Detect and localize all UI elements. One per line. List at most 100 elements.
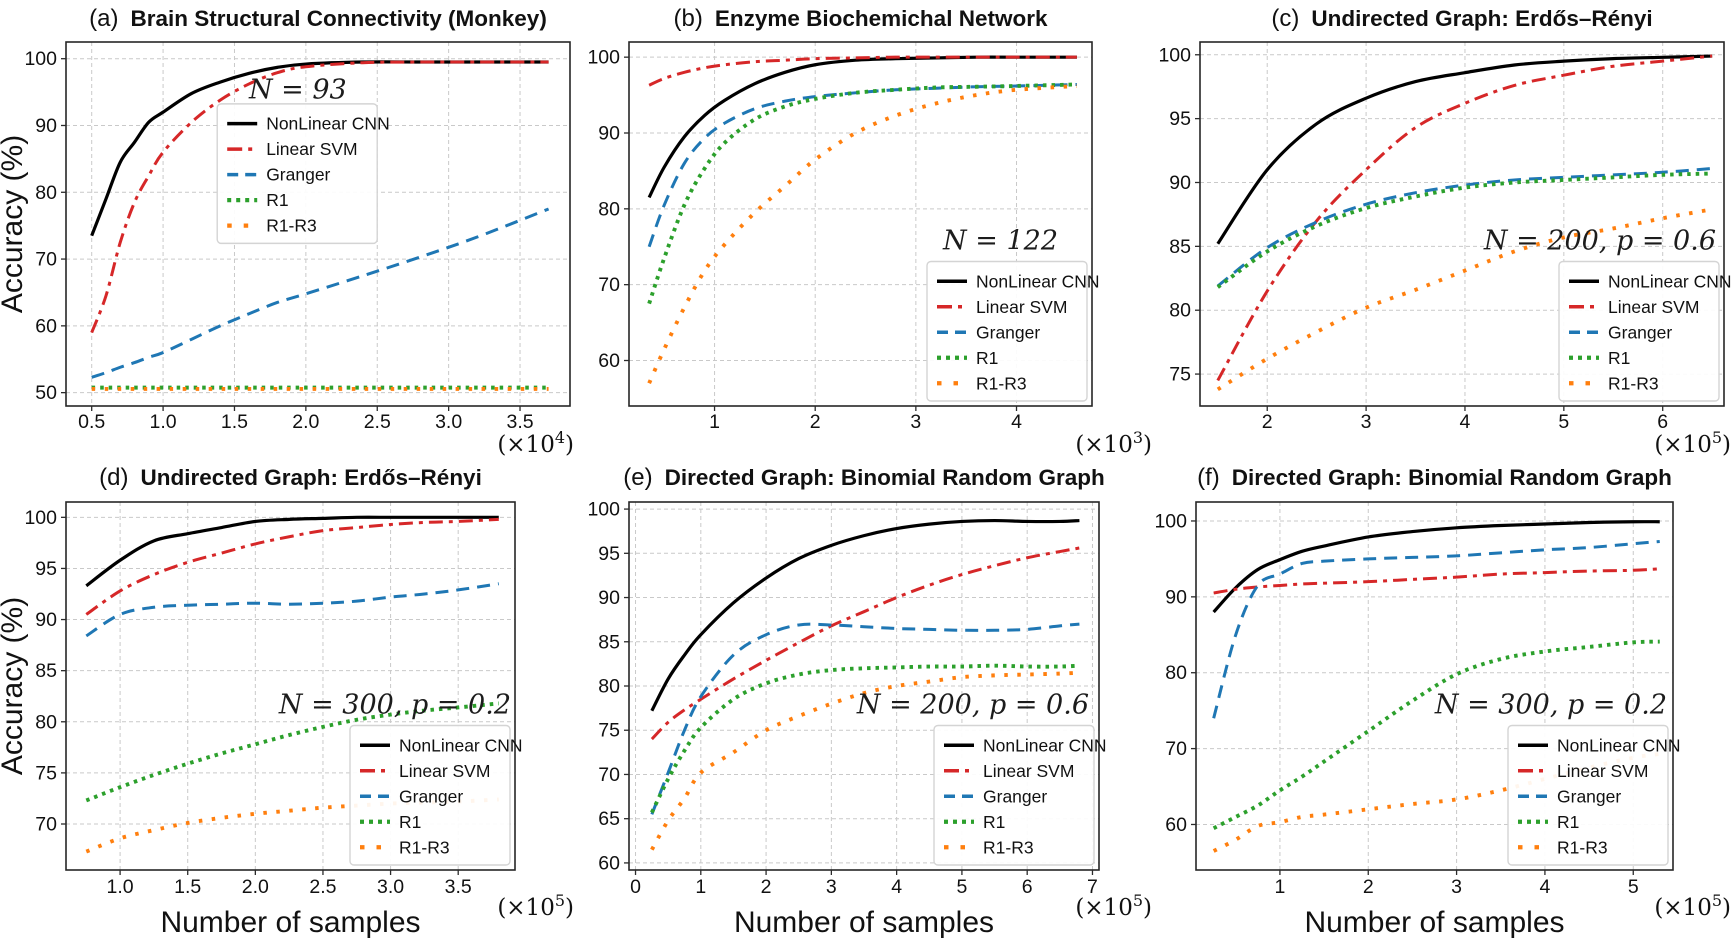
series-line-granger: [91, 207, 550, 379]
x-tick-label: 2.0: [292, 411, 319, 433]
chart-svg-d: 1.0 1.5 2.0 2.5 3.0 3.5 70 75 80 85 90 95 100 (d) Und…: [0, 464, 574, 939]
annotation: N = 300, p = 0.2: [278, 690, 511, 721]
panel-title: (e) Directed Graph: Binomial Random Grap…: [623, 464, 1104, 491]
y-tick-label: 60: [35, 315, 57, 337]
x-tick-label: 1.5: [174, 876, 201, 898]
series-line-nonlinear-cnn: [85, 515, 499, 588]
legend-label: Granger: [1608, 322, 1672, 342]
x-tick-label: 2.0: [242, 876, 269, 898]
y-tick-label: 90: [598, 123, 620, 145]
legend-label: R1-R3: [983, 837, 1034, 857]
y-tick-label: 95: [598, 543, 620, 565]
x-tick-label: 2.5: [309, 876, 336, 898]
y-tick-label: 80: [35, 711, 57, 733]
x-axis-multiplier: (×105): [1654, 891, 1731, 921]
plot-border: [65, 41, 571, 407]
series-line-r1-r3: [1216, 207, 1713, 392]
legend-label: Linear SVM: [976, 297, 1067, 317]
legend-item-r1: R1: [1569, 348, 1630, 368]
series-line-linear-svm: [1216, 54, 1713, 382]
legend-label: Granger: [266, 165, 330, 185]
x-tick-label: 3: [1451, 876, 1462, 898]
series-line-linear-svm: [1213, 567, 1660, 595]
legend-item-r1-r3: R1-R3: [1569, 373, 1659, 393]
x-tick-label: 3.5: [445, 876, 472, 898]
legend-label: R1: [976, 348, 998, 368]
legend-box: [926, 260, 1088, 402]
x-axis-multiplier: (×105): [1654, 428, 1731, 458]
series-line-granger: [650, 622, 1080, 815]
legend: NonLinear CNN Linear SVM Granger R1 R1-R3: [926, 260, 1100, 402]
x-tick-label: 1.5: [221, 411, 248, 433]
legend-box: [216, 103, 378, 245]
series-line-r1: [647, 82, 1077, 305]
y-tick-label: 100: [587, 47, 620, 69]
x-tick-label: 5: [1628, 876, 1639, 898]
y-tick-label: 60: [598, 852, 620, 874]
series-line-nonlinear-cnn: [1212, 520, 1660, 614]
series-line-granger: [1212, 539, 1660, 719]
y-tick-label: 95: [1169, 108, 1191, 130]
chart-svg-a: 0.5 1.0 1.5 2.0 2.5 3.0 3.5 50 60 70 80 90 100 (a) Br…: [0, 5, 574, 458]
legend-item-nonlinear-cnn: NonLinear CNN: [227, 114, 390, 134]
legend-item-linear-svm: Linear SVM: [1569, 297, 1699, 317]
y-tick-label: 100: [1158, 44, 1191, 66]
x-tick-label: 7: [1087, 876, 1098, 898]
x-tick-label: 1.0: [107, 876, 134, 898]
x-tick-label: 6: [1022, 876, 1033, 898]
panel-title: (b) Enzyme Biochemichal Network: [674, 5, 1048, 32]
y-tick-label: 90: [1165, 586, 1187, 608]
y-tick-label: 90: [598, 587, 620, 609]
plot-border: [628, 41, 1093, 407]
series-line-r1: [1212, 639, 1660, 831]
legend-label: NonLinear CNN: [1557, 735, 1681, 755]
series-line-r1: [85, 701, 499, 803]
chart-svg-e: 0 1 2 3 4 5 6 7 60 65 70 75 80 85 90 95 100(e) Directed …: [587, 464, 1152, 939]
legend-item-r1: R1: [937, 348, 998, 368]
x-axis-multiplier: (×105): [1075, 891, 1152, 921]
x-axis-multiplier: (×105): [497, 891, 574, 921]
legend-item-linear-svm: Linear SVM: [1518, 761, 1648, 781]
series-line-granger: [647, 82, 1077, 248]
legend-item-linear-svm: Linear SVM: [360, 761, 490, 781]
x-tick-label: 1: [709, 411, 720, 433]
annotation: N = 93: [248, 74, 347, 105]
legend-item-nonlinear-cnn: NonLinear CNN: [1569, 271, 1732, 291]
series-line-granger: [85, 582, 499, 638]
legend-item-nonlinear-cnn: NonLinear CNN: [360, 735, 523, 755]
legend-label: NonLinear CNN: [1608, 271, 1732, 291]
legend-item-r1: R1: [360, 812, 421, 832]
y-tick-label: 100: [587, 499, 620, 521]
annotation: N = 300, p = 0.2: [1434, 690, 1667, 721]
legend-box: [933, 724, 1095, 866]
x-tick-label: 2: [761, 876, 772, 898]
annotation: N = 122: [942, 226, 1058, 257]
legend-label: NonLinear CNN: [976, 271, 1100, 291]
series-line-nonlinear-cnn: [650, 518, 1080, 712]
x-tick-label: 3: [910, 411, 921, 433]
y-axis-label: Accuracy (%): [0, 597, 29, 775]
y-tick-label: 75: [598, 720, 620, 742]
y-tick-label: 100: [24, 507, 57, 529]
legend-item-granger: Granger: [944, 786, 1047, 806]
x-tick-label: 2.5: [364, 411, 391, 433]
panel-title: (d) Undirected Graph: Erdős–Rényi: [99, 464, 482, 491]
legend-label: Granger: [1557, 786, 1621, 806]
x-tick-label: 6: [1657, 411, 1668, 433]
legend-label: R1-R3: [976, 373, 1027, 393]
series-line-nonlinear-cnn: [647, 55, 1077, 199]
legend-item-r1-r3: R1-R3: [937, 373, 1027, 393]
legend-label: R1: [1557, 812, 1579, 832]
y-tick-label: 70: [598, 764, 620, 786]
x-tick-label: 4: [1460, 411, 1471, 433]
x-tick-label: 1: [695, 876, 706, 898]
legend-item-r1-r3: R1-R3: [360, 837, 450, 857]
x-tick-label: 0: [630, 876, 641, 898]
chart-svg-c: 2 3 4 5 6 75 80 85 90 95 100 (c) Undirected Graph: …: [1158, 5, 1732, 458]
y-tick-label: 90: [35, 609, 57, 631]
legend-label: R1: [983, 812, 1005, 832]
legend-label: NonLinear CNN: [983, 735, 1107, 755]
x-tick-label: 3.5: [506, 411, 533, 433]
y-tick-label: 75: [1169, 364, 1191, 386]
legend-label: Granger: [399, 786, 463, 806]
